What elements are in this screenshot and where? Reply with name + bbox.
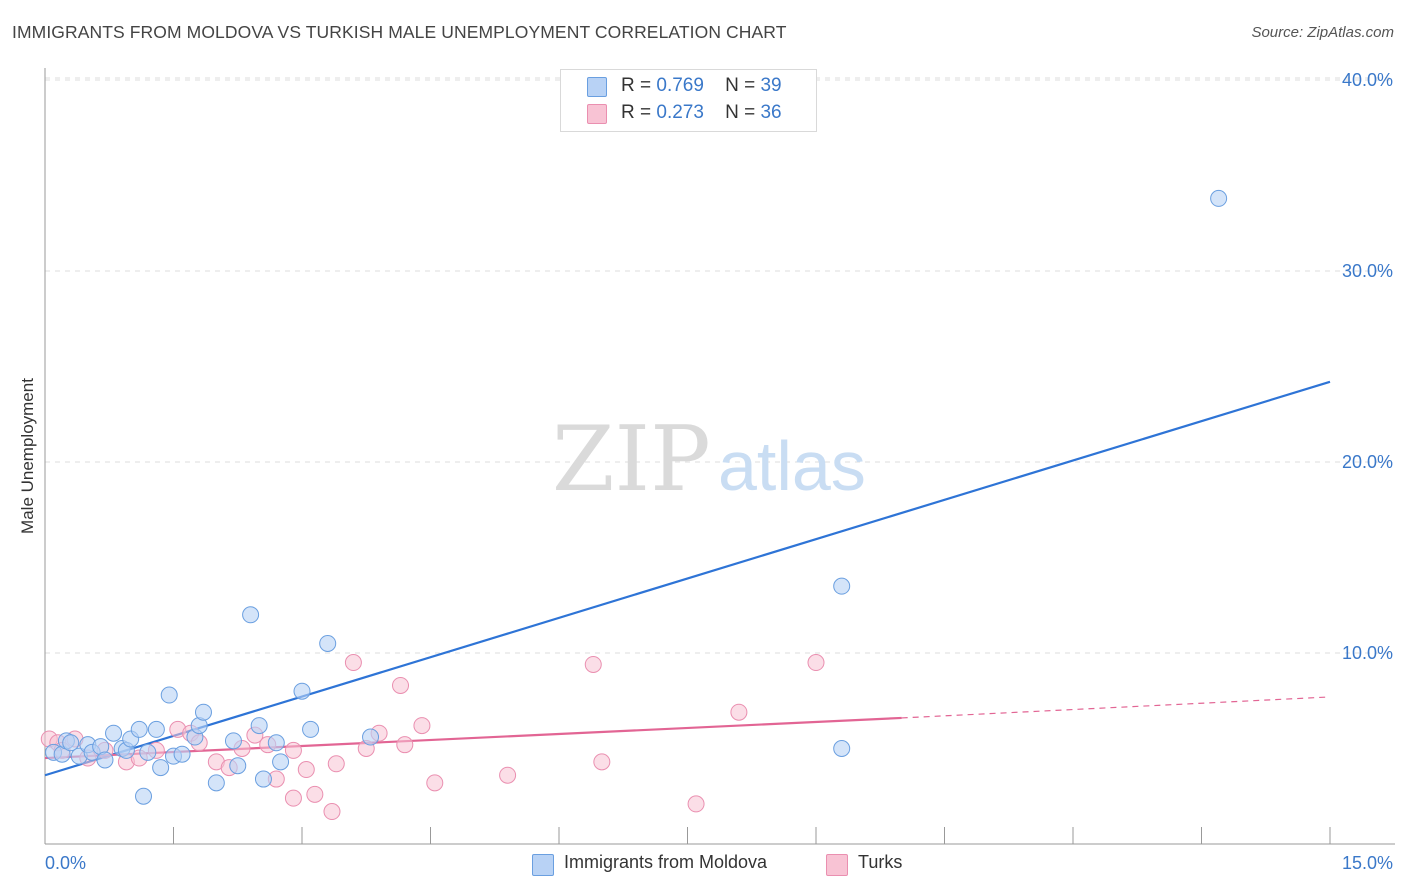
trend-line-moldova xyxy=(44,380,1331,777)
data-point-moldova xyxy=(62,734,80,752)
bottom-legend-label-moldova: Immigrants from Moldova xyxy=(564,852,768,872)
data-point-moldova xyxy=(833,740,851,757)
data-point-moldova xyxy=(173,745,191,763)
bottom-legend-swatch-moldova xyxy=(532,854,554,876)
data-point-moldova xyxy=(1210,189,1228,207)
watermark-atlas: atlas xyxy=(718,427,866,505)
data-point-turks xyxy=(730,703,748,721)
data-point-turks xyxy=(499,766,517,784)
data-point-moldova xyxy=(254,770,272,788)
correlation-legend: R = 0.769 N = 39 R = 0.273 N = 36 xyxy=(560,69,817,132)
legend-swatch-moldova xyxy=(587,77,607,97)
data-point-moldova xyxy=(302,720,320,738)
data-point-turks xyxy=(593,753,611,771)
data-point-moldova xyxy=(96,751,114,769)
legend-n-label: N = xyxy=(725,75,756,96)
data-point-moldova xyxy=(152,759,170,777)
gridlines xyxy=(45,77,1395,654)
bottom-legend-label-turks: Turks xyxy=(858,852,903,872)
legend-n-value-turks: 36 xyxy=(760,102,782,123)
legend-r-value-moldova: 0.769 xyxy=(656,75,704,96)
data-point-turks xyxy=(323,803,341,821)
watermark-zip: ZIP xyxy=(552,407,711,512)
data-point-moldova xyxy=(139,743,157,761)
bottom-legend-swatch-turks xyxy=(826,854,848,876)
data-point-turks xyxy=(413,717,431,735)
data-point-turks xyxy=(584,655,602,673)
data-point-moldova xyxy=(833,577,851,595)
data-point-moldova xyxy=(160,686,178,704)
source-credit: Source: ZipAtlas.com xyxy=(1251,24,1394,41)
data-point-moldova xyxy=(224,732,242,750)
data-point-moldova xyxy=(135,787,153,805)
data-point-moldova xyxy=(194,703,212,721)
data-point-turks xyxy=(284,741,302,759)
y-tick-label: 40.0% xyxy=(1342,70,1393,90)
legend-swatch-turks xyxy=(587,104,607,124)
data-point-moldova xyxy=(130,720,148,738)
data-point-turks xyxy=(327,755,345,773)
data-point-turks xyxy=(284,789,302,807)
trend-line-turks-extended xyxy=(901,696,1331,719)
watermark: ZIP atlas xyxy=(552,407,866,512)
legend-r-label: R = xyxy=(621,102,652,123)
data-point-turks xyxy=(297,761,315,779)
data-point-turks xyxy=(807,654,825,672)
data-point-moldova xyxy=(293,682,311,700)
legend-r-value-turks: 0.273 xyxy=(656,102,704,123)
data-point-moldova xyxy=(147,720,165,738)
data-point-turks xyxy=(344,654,362,672)
data-point-turks xyxy=(306,785,324,803)
data-point-moldova xyxy=(319,634,337,652)
points-turks xyxy=(40,654,825,821)
data-point-turks xyxy=(392,676,410,694)
data-point-turks xyxy=(687,795,705,813)
y-tick-label: 30.0% xyxy=(1342,261,1393,281)
axes xyxy=(44,68,1395,845)
data-point-moldova xyxy=(242,606,260,624)
y-tick-label: 10.0% xyxy=(1342,643,1393,663)
data-point-moldova xyxy=(272,753,290,771)
legend-r-label: R = xyxy=(621,75,652,96)
data-point-moldova xyxy=(362,728,380,746)
points-moldova xyxy=(45,189,1228,805)
data-point-moldova xyxy=(250,717,268,735)
x-tick-label: 15.0% xyxy=(1342,853,1393,873)
data-point-moldova xyxy=(105,724,123,742)
legend-n-label: N = xyxy=(725,102,756,123)
data-point-moldova xyxy=(267,734,285,752)
x-tick-label: 0.0% xyxy=(45,853,86,873)
data-point-turks xyxy=(396,736,414,754)
data-point-moldova xyxy=(229,757,247,775)
data-point-turks xyxy=(426,774,444,792)
data-point-moldova xyxy=(207,774,225,792)
tick-labels: 10.0% 20.0% 30.0% 40.0% 0.0% 15.0% xyxy=(45,70,1393,873)
legend-n-value-moldova: 39 xyxy=(760,75,782,96)
y-tick-label: 20.0% xyxy=(1342,452,1393,472)
chart-title: IMMIGRANTS FROM MOLDOVA VS TURKISH MALE … xyxy=(12,22,787,42)
